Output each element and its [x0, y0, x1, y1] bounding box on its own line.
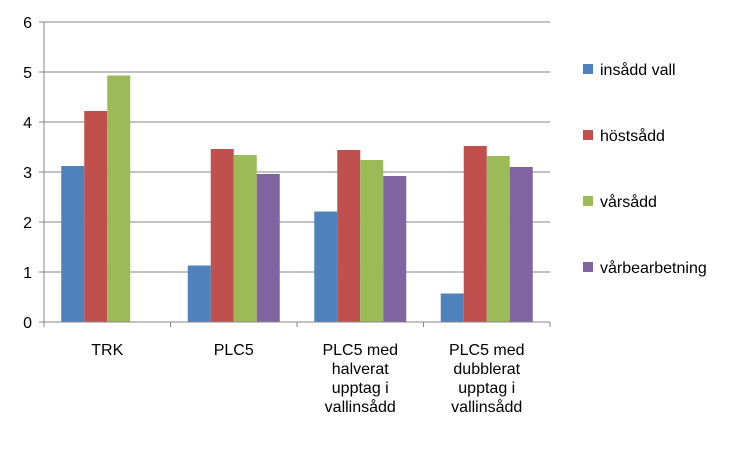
bar	[84, 111, 108, 322]
bar	[187, 265, 211, 322]
x-category-label-line: upptag i	[458, 380, 515, 397]
bar	[463, 146, 487, 322]
y-tick-label: 5	[23, 65, 32, 82]
x-category-label-line: halverat	[332, 361, 389, 378]
y-tick-labels: 0 1 2 3 4 5 6	[23, 15, 32, 332]
bar	[210, 149, 234, 322]
x-category-label-line: TRK	[91, 342, 123, 359]
y-tick-label: 2	[23, 215, 32, 232]
x-category-label-line: PLC5 med	[322, 342, 398, 359]
bar	[486, 156, 510, 322]
x-category-label-line: PLC5	[214, 342, 254, 359]
legend-label: vårbearbetning	[600, 259, 707, 277]
x-category-label: PLC5	[214, 342, 254, 359]
bar	[383, 176, 407, 322]
legend-label: höstsådd	[600, 127, 665, 145]
x-category-label-line: upptag i	[332, 380, 389, 397]
x-category-label-line: dubblerat	[453, 361, 520, 378]
x-category-labels: TRK PLC5 PLC5 med halverat upptag i vallinsåd…	[91, 342, 524, 416]
bars	[61, 75, 533, 322]
axes	[39, 21, 551, 327]
legend-item: höstsådd	[583, 127, 665, 145]
x-category-label-line: vallinsådd	[325, 398, 396, 416]
x-category-label-line: vallinsådd	[451, 398, 522, 416]
legend-label: vårsådd	[600, 193, 657, 211]
legend-swatch	[583, 130, 593, 140]
y-tick-label: 4	[23, 115, 32, 132]
bar	[509, 167, 533, 322]
legend-swatch	[583, 262, 593, 272]
bar	[107, 75, 131, 322]
legend-swatch	[583, 64, 593, 74]
x-category-label: PLC5 med dubblerat upptag i vallinsådd	[449, 342, 525, 416]
bar	[233, 155, 257, 322]
y-tick-label: 0	[23, 315, 32, 332]
bar	[61, 166, 85, 322]
legend-label: insådd vall	[600, 61, 676, 79]
bar	[360, 160, 384, 322]
x-category-label: TRK	[91, 342, 123, 359]
y-tick-label: 3	[23, 165, 32, 182]
bar	[440, 293, 464, 322]
legend-item: vårsådd	[583, 193, 657, 211]
bar	[337, 150, 361, 322]
legend: insådd vall höstsådd vårsådd vårbearbetning	[583, 61, 707, 277]
x-category-label-line: PLC5 med	[449, 342, 525, 359]
y-tick-label: 1	[23, 265, 32, 282]
x-category-label: PLC5 med halverat upptag i vallinsådd	[322, 342, 398, 416]
bar	[314, 211, 338, 322]
legend-item: vårbearbetning	[583, 259, 707, 277]
bar	[256, 174, 280, 322]
legend-item: insådd vall	[583, 61, 676, 79]
legend-swatch	[583, 196, 593, 206]
y-tick-label: 6	[23, 15, 32, 32]
